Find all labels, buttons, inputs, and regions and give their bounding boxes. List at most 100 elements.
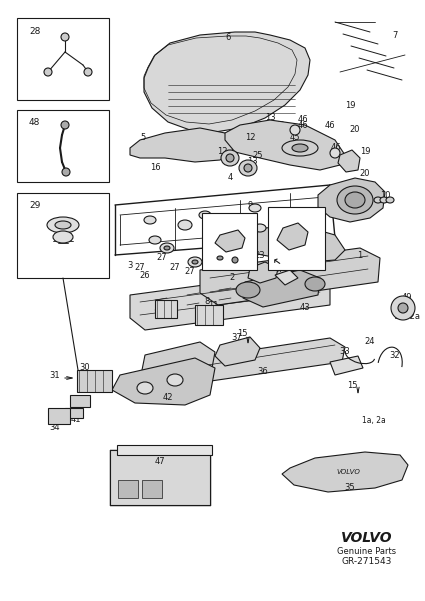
Text: 41: 41 (71, 415, 81, 424)
Bar (202, 213, 257, 270)
Text: 33: 33 (340, 347, 350, 356)
Text: 12: 12 (245, 133, 255, 142)
Text: 35: 35 (345, 483, 355, 492)
Text: 20: 20 (300, 213, 310, 222)
Polygon shape (144, 32, 310, 132)
Ellipse shape (199, 211, 211, 219)
Text: 13: 13 (265, 114, 275, 123)
Text: 2: 2 (230, 273, 235, 282)
Ellipse shape (226, 154, 234, 162)
Ellipse shape (330, 148, 340, 158)
Bar (17, 193, 109, 278)
Ellipse shape (55, 221, 71, 229)
Polygon shape (248, 262, 278, 283)
Text: 42: 42 (163, 394, 173, 403)
Bar (118, 480, 138, 498)
Ellipse shape (254, 224, 266, 232)
Text: 21: 21 (290, 290, 300, 299)
Text: VOLVO: VOLVO (341, 531, 393, 545)
Ellipse shape (229, 254, 241, 266)
Polygon shape (338, 150, 360, 172)
Text: 31: 31 (50, 370, 60, 379)
Bar (110, 450, 210, 505)
Text: 15: 15 (237, 329, 247, 338)
Ellipse shape (61, 33, 69, 41)
Ellipse shape (345, 192, 365, 208)
Text: 29: 29 (29, 201, 40, 210)
Polygon shape (243, 270, 320, 307)
Ellipse shape (53, 231, 73, 243)
Polygon shape (215, 230, 245, 252)
Bar (268, 207, 325, 270)
Ellipse shape (137, 382, 153, 394)
Ellipse shape (178, 220, 192, 230)
Ellipse shape (192, 260, 198, 264)
Text: 18: 18 (273, 293, 283, 302)
Ellipse shape (236, 282, 260, 298)
Text: GR-271543: GR-271543 (342, 558, 392, 567)
Text: 4: 4 (227, 174, 232, 183)
Ellipse shape (167, 374, 183, 386)
Text: 34: 34 (50, 424, 60, 433)
Text: 20: 20 (360, 168, 370, 177)
Text: 45: 45 (290, 133, 300, 142)
Ellipse shape (386, 197, 394, 203)
Ellipse shape (144, 216, 156, 224)
Ellipse shape (62, 168, 70, 176)
Text: 27: 27 (185, 267, 196, 276)
Ellipse shape (398, 303, 408, 313)
Polygon shape (215, 337, 260, 366)
Polygon shape (277, 223, 308, 250)
Ellipse shape (282, 140, 318, 156)
Ellipse shape (305, 277, 325, 291)
Text: 17: 17 (273, 266, 283, 275)
Text: 46: 46 (325, 120, 335, 129)
Polygon shape (282, 452, 408, 492)
Text: 19: 19 (345, 100, 355, 109)
Text: 44: 44 (175, 368, 185, 377)
Text: 14: 14 (230, 248, 240, 257)
Text: 40: 40 (71, 403, 81, 412)
Polygon shape (200, 248, 380, 305)
Ellipse shape (188, 257, 202, 267)
Ellipse shape (217, 256, 223, 260)
Text: 19: 19 (360, 147, 370, 156)
Text: 26: 26 (290, 221, 300, 230)
Text: 20: 20 (350, 126, 360, 135)
Bar (65, 408, 83, 418)
Text: 32: 32 (390, 350, 400, 359)
Text: 8: 8 (204, 297, 210, 307)
Text: 4: 4 (202, 231, 208, 240)
Text: 27: 27 (135, 263, 145, 272)
Text: VOLVO: VOLVO (336, 469, 360, 475)
Bar (195, 305, 223, 325)
Ellipse shape (244, 164, 252, 172)
Text: 30: 30 (79, 362, 90, 371)
Text: 47: 47 (155, 457, 165, 466)
Text: 26: 26 (140, 270, 150, 279)
Bar (48, 408, 70, 424)
Ellipse shape (292, 144, 308, 152)
Polygon shape (275, 270, 298, 285)
Text: 50: 50 (213, 248, 223, 257)
Bar (142, 480, 162, 498)
Ellipse shape (249, 204, 261, 212)
Ellipse shape (391, 296, 415, 320)
Polygon shape (130, 270, 330, 330)
Text: 13: 13 (246, 157, 257, 166)
Ellipse shape (232, 257, 238, 263)
Text: 1: 1 (357, 251, 363, 260)
Text: 46: 46 (331, 144, 341, 153)
Ellipse shape (47, 217, 79, 233)
Text: 23: 23 (255, 251, 265, 260)
Polygon shape (242, 225, 345, 262)
Text: Genuine Parts: Genuine Parts (337, 548, 397, 557)
Ellipse shape (84, 68, 92, 76)
Bar (117, 445, 212, 455)
Ellipse shape (61, 121, 69, 129)
Ellipse shape (221, 150, 239, 166)
Ellipse shape (160, 243, 174, 253)
Ellipse shape (213, 253, 227, 263)
Text: 1a, 2a: 1a, 2a (394, 311, 420, 320)
Bar (155, 300, 177, 318)
